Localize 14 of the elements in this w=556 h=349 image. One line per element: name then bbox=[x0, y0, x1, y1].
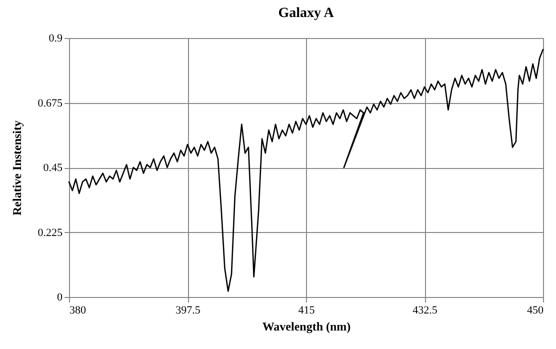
y-tick-label: 0.9 bbox=[48, 32, 63, 44]
y-tick-label: 0.45 bbox=[43, 162, 63, 174]
y-axis-title: Relative Instensity bbox=[10, 120, 24, 216]
x-tick-label: 415 bbox=[298, 304, 316, 316]
x-tick-label: 380 bbox=[70, 304, 86, 316]
y-tick-label: 0.225 bbox=[38, 226, 63, 239]
y-tick-label: 0.675 bbox=[38, 97, 63, 110]
line-series bbox=[68, 48, 544, 292]
y-tick-label: 0 bbox=[57, 292, 63, 304]
x-tick-label: 432.5 bbox=[412, 304, 438, 316]
x-tick-label: 397.5 bbox=[176, 304, 201, 316]
x-tick-label: 450 bbox=[527, 304, 544, 316]
chart-title: Galaxy A bbox=[278, 6, 335, 21]
x-axis-title: Wavelength (nm) bbox=[262, 320, 351, 334]
